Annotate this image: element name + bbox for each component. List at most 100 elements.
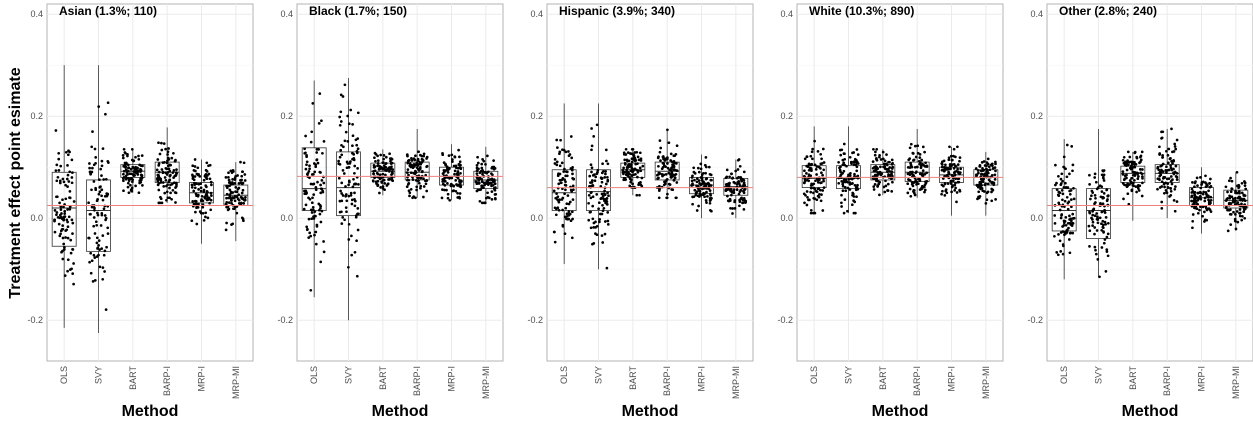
- data-point: [100, 164, 104, 168]
- data-point: [906, 191, 910, 195]
- data-point: [695, 180, 699, 184]
- data-point: [1093, 214, 1097, 218]
- data-point: [659, 146, 663, 150]
- data-point: [1060, 213, 1064, 216]
- data-point: [1208, 185, 1212, 189]
- data-point: [846, 209, 849, 213]
- panel-title: White (10.3%; 890): [809, 4, 914, 18]
- data-point: [414, 179, 418, 182]
- data-point: [838, 166, 841, 170]
- data-point: [60, 250, 63, 254]
- data-point: [208, 201, 211, 205]
- data-point: [313, 233, 316, 237]
- data-point: [458, 192, 462, 195]
- data-point: [445, 188, 448, 192]
- data-point: [1104, 222, 1108, 226]
- data-point: [92, 180, 96, 183]
- y-tick-label: 0.2: [1030, 111, 1043, 121]
- data-point: [492, 167, 496, 171]
- data-point: [94, 188, 98, 192]
- data-point: [307, 196, 310, 200]
- data-point: [100, 194, 103, 198]
- data-point: [890, 190, 894, 193]
- data-point: [99, 167, 103, 171]
- data-point: [994, 198, 997, 201]
- data-point: [168, 178, 172, 182]
- data-point: [666, 192, 669, 196]
- data-point: [56, 175, 60, 179]
- data-point: [561, 177, 565, 180]
- data-point: [354, 138, 358, 142]
- data-point: [1164, 188, 1168, 192]
- data-point: [952, 167, 956, 170]
- data-point: [569, 219, 573, 223]
- data-point: [924, 180, 927, 184]
- data-point: [204, 215, 207, 219]
- data-point: [635, 168, 638, 172]
- data-point: [319, 187, 323, 191]
- data-point: [351, 134, 355, 138]
- data-point: [853, 172, 856, 176]
- data-point: [224, 176, 228, 179]
- data-point: [1093, 245, 1097, 249]
- data-point: [909, 142, 913, 146]
- data-point: [693, 188, 697, 192]
- data-point: [657, 155, 660, 159]
- data-point: [355, 239, 358, 243]
- data-point: [486, 183, 490, 186]
- data-point: [55, 211, 59, 214]
- data-point: [1204, 181, 1207, 184]
- data-point: [1062, 185, 1066, 189]
- data-point: [201, 199, 205, 203]
- data-point: [139, 180, 143, 184]
- data-point: [347, 122, 351, 126]
- data-point: [640, 176, 644, 180]
- data-point: [197, 182, 201, 186]
- data-point: [204, 168, 208, 172]
- data-point: [203, 174, 207, 177]
- data-point: [347, 238, 351, 241]
- data-point: [804, 193, 807, 197]
- data-point: [884, 184, 888, 188]
- data-point: [844, 189, 848, 193]
- data-point: [130, 158, 134, 162]
- data-point: [734, 169, 738, 173]
- data-point: [886, 189, 889, 192]
- data-point: [194, 192, 198, 196]
- data-point: [1167, 147, 1171, 151]
- data-point: [632, 168, 635, 171]
- data-point: [872, 147, 875, 151]
- data-point: [190, 219, 194, 223]
- data-point: [492, 159, 495, 162]
- data-point: [916, 144, 920, 148]
- data-point: [137, 191, 141, 195]
- data-point: [1196, 184, 1199, 187]
- data-point: [445, 168, 448, 172]
- data-point: [918, 156, 922, 159]
- data-point: [139, 169, 143, 172]
- data-point: [605, 266, 609, 270]
- data-point: [925, 171, 929, 175]
- data-point: [882, 185, 886, 189]
- data-point: [175, 184, 178, 188]
- data-point: [1236, 201, 1240, 204]
- data-point: [626, 174, 630, 178]
- data-point: [194, 200, 198, 203]
- data-point: [122, 189, 125, 193]
- data-point: [1158, 186, 1162, 189]
- data-point: [1200, 182, 1204, 185]
- data-point: [981, 169, 985, 173]
- data-point: [1101, 219, 1105, 223]
- x-tick-label: SVY: [94, 366, 104, 384]
- data-point: [1053, 214, 1057, 217]
- data-point: [566, 217, 569, 221]
- data-point: [1105, 250, 1109, 253]
- data-point: [489, 182, 493, 185]
- data-point: [981, 173, 985, 176]
- data-point: [241, 170, 244, 174]
- data-point: [1224, 185, 1228, 189]
- data-point: [1166, 186, 1170, 189]
- data-point: [697, 189, 701, 192]
- data-point: [603, 232, 607, 236]
- data-point: [883, 164, 887, 168]
